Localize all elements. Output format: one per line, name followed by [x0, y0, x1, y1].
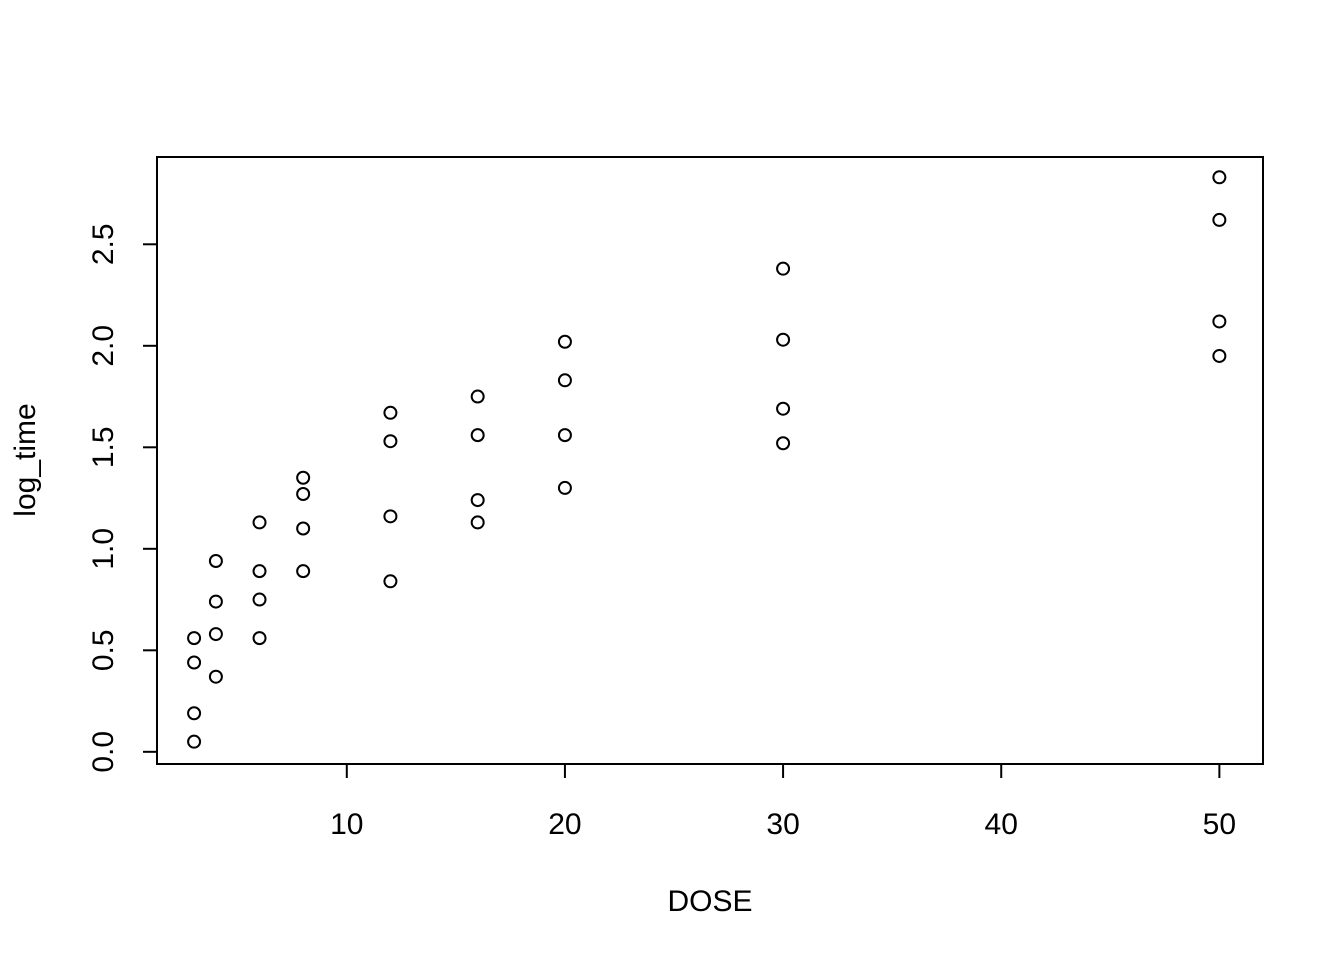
data-point: [296, 521, 311, 536]
data-point: [383, 574, 398, 589]
y-axis-title: log_time: [9, 403, 42, 516]
y-tick-label: 0.5: [87, 629, 120, 671]
y-tick-label: 2.5: [87, 223, 120, 265]
data-point: [383, 405, 398, 420]
x-tick-label: 50: [1203, 808, 1236, 841]
data-point: [208, 553, 223, 568]
x-tick-label: 20: [548, 808, 581, 841]
data-point: [252, 564, 267, 579]
data-point: [557, 428, 572, 443]
data-point: [1212, 212, 1227, 227]
data-point: [187, 655, 202, 670]
data-point: [187, 706, 202, 721]
data-point: [208, 669, 223, 684]
data-point: [208, 594, 223, 609]
x-tick-label: 40: [985, 808, 1018, 841]
data-point: [296, 470, 311, 485]
data-point: [1212, 314, 1227, 329]
data-point: [470, 428, 485, 443]
data-point: [187, 631, 202, 646]
data-point: [470, 389, 485, 404]
plot-box: [156, 156, 1264, 765]
y-axis: 0.0 0.5 1.0 1.5 2.0 2.5: [87, 223, 158, 773]
data-point: [470, 493, 485, 508]
data-point: [208, 627, 223, 642]
data-points: [187, 170, 1227, 749]
data-point: [557, 480, 572, 495]
data-point: [383, 509, 398, 524]
data-point: [252, 631, 267, 646]
data-point: [776, 261, 791, 276]
data-point: [557, 334, 572, 349]
data-point: [383, 434, 398, 449]
data-point: [470, 515, 485, 530]
data-point: [1212, 170, 1227, 185]
data-point: [296, 486, 311, 501]
data-point: [776, 401, 791, 416]
x-tick-label: 10: [330, 808, 363, 841]
data-point: [1212, 348, 1227, 363]
x-axis: 10 20 30 40 50: [330, 763, 1236, 841]
y-tick-label: 1.5: [87, 426, 120, 468]
data-point: [776, 332, 791, 347]
data-point: [252, 515, 267, 530]
data-point: [776, 436, 791, 451]
data-point: [557, 373, 572, 388]
data-point: [252, 592, 267, 607]
x-tick-label: 30: [766, 808, 799, 841]
y-tick-label: 1.0: [87, 528, 120, 570]
x-axis-title: DOSE: [667, 885, 752, 918]
y-tick-label: 2.0: [87, 325, 120, 367]
data-point: [187, 734, 202, 749]
data-point: [296, 564, 311, 579]
y-tick-label: 0.0: [87, 731, 120, 773]
